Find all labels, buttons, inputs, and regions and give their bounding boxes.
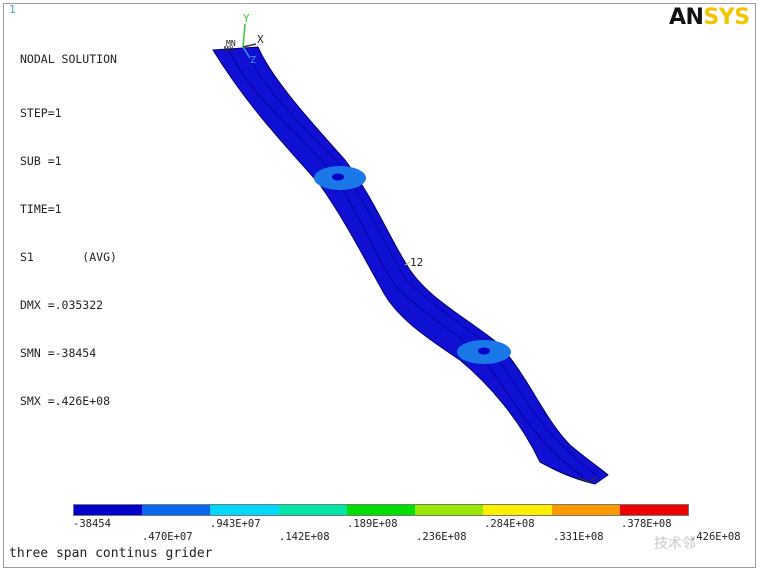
info-smx: SMX =.426E+08: [20, 394, 111, 408]
watermark: 技术邻: [654, 536, 696, 552]
plot-caption: three span continus grider: [9, 546, 213, 561]
legend-color-band: [278, 505, 347, 515]
support-zone-2-core: [478, 347, 490, 355]
window-number: 1: [9, 3, 16, 16]
legend-color-band: [74, 505, 143, 515]
node-marker: [404, 261, 411, 266]
triad-x-label: X: [257, 33, 264, 46]
ansys-logo: ANSYS: [669, 5, 750, 30]
graphics-window-frame: [3, 3, 756, 568]
info-smn: SMN =-38454: [20, 346, 97, 360]
info-step: STEP=1: [20, 106, 62, 120]
logo-part-sys: SYS: [703, 5, 750, 30]
legend-color-band: [551, 505, 620, 515]
legend-label: .236E+08: [416, 531, 467, 543]
legend-label: .943E+07: [210, 518, 261, 530]
legend-color-band: [483, 505, 552, 515]
info-result: S1 (AVG): [20, 250, 117, 264]
node-label: 12: [410, 256, 423, 269]
legend-label: .284E+08: [484, 518, 535, 530]
girder-edge-line-2: [244, 49, 599, 477]
legend-label: -38454: [73, 518, 111, 530]
info-sub: SUB =1: [20, 154, 62, 168]
triad-z-label: Z: [250, 55, 256, 66]
triad-x-axis: [242, 43, 257, 48]
info-dmx: DMX =.035322: [20, 298, 104, 312]
info-title: NODAL SOLUTION: [20, 52, 117, 66]
legend-color-bar: [73, 504, 689, 516]
triad-y-label: Y: [243, 12, 250, 25]
legend-color-band: [210, 505, 279, 515]
legend-label: .426E+08: [690, 531, 741, 543]
mn-marker-label: MN: [226, 39, 236, 48]
legend-label: .378E+08: [621, 518, 672, 530]
triad-y-axis: [242, 23, 246, 48]
mx-marker-label: MX: [224, 45, 234, 54]
legend-label: .470E+07: [142, 531, 193, 543]
legend-label: .189E+08: [347, 518, 398, 530]
girder-shape: [212, 46, 609, 485]
triad-z-axis: [242, 46, 251, 59]
legend-color-band: [619, 505, 688, 515]
legend-label: .142E+08: [279, 531, 330, 543]
legend-label: .331E+08: [553, 531, 604, 543]
logo-part-an: AN: [669, 5, 704, 30]
support-zone-1-core: [332, 173, 344, 181]
girder-edge-line: [229, 51, 586, 479]
solution-info-panel: NODAL SOLUTION STEP=1 SUB =1 TIME=1 S1 (…: [20, 19, 117, 425]
legend-color-band: [415, 505, 484, 515]
legend-color-band: [142, 505, 211, 515]
legend-color-band: [346, 505, 416, 515]
girder-end-detail: [577, 475, 597, 483]
info-time: TIME=1: [20, 202, 62, 216]
